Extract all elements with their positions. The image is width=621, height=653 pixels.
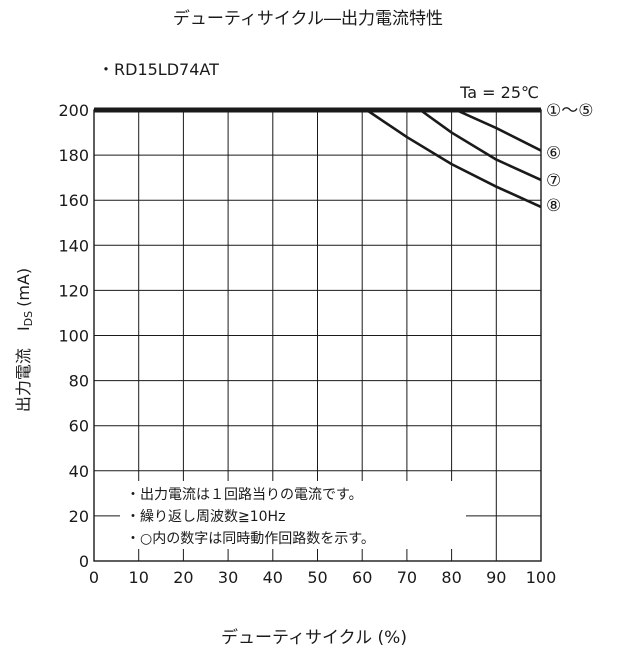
x-tick-label: 90 xyxy=(486,568,506,587)
x-tick-label: 80 xyxy=(441,568,461,587)
x-tick-label: 70 xyxy=(397,568,417,587)
y-axis-label-subscript: DS xyxy=(22,311,35,326)
x-tick-label: 10 xyxy=(129,568,149,587)
series-label: ⑧ xyxy=(546,196,561,216)
svg-text:出力電流 IDS(mA): 出力電流 IDS (mA) xyxy=(14,268,35,412)
condition-label: Ta = 25℃ xyxy=(459,83,539,102)
y-axis-label-symbol: I xyxy=(14,326,33,331)
y-tick-label: 180 xyxy=(58,146,89,165)
y-tick-label: 0 xyxy=(79,552,89,571)
note-3: ・○内の数字は同時動作回路数を示す。 xyxy=(126,531,375,547)
y-tick-label: 120 xyxy=(58,281,89,300)
y-tick-label: 60 xyxy=(69,417,89,436)
x-tick-label: 30 xyxy=(218,568,238,587)
chart-subtitle: ・RD15LD74AT xyxy=(98,60,219,79)
series-label: ⑥ xyxy=(546,144,561,164)
x-tick-label: 50 xyxy=(307,568,327,587)
series-label: ⑦ xyxy=(546,171,561,191)
series-label: ①～⑤ xyxy=(546,101,593,121)
x-tick-label: 0 xyxy=(89,568,99,587)
notes-background xyxy=(120,481,466,549)
series-lines xyxy=(94,107,542,209)
x-tick-labels: 0 10 20 30 40 50 60 70 80 90 100 xyxy=(89,568,556,587)
series-line xyxy=(94,108,542,209)
y-tick-label: 20 xyxy=(69,507,89,526)
y-tick-label: 160 xyxy=(58,191,89,210)
y-tick-label: 80 xyxy=(69,372,89,391)
y-axis-label-gap xyxy=(14,343,33,348)
x-tick-label: 20 xyxy=(173,568,193,587)
y-tick-label: 200 xyxy=(58,101,89,120)
y-tick-label: 40 xyxy=(69,462,89,481)
notes-box: ・出力電流は１回路当りの電流です。 ・繰り返し周波数≧10Hz ・○内の数字は同… xyxy=(120,481,466,549)
y-tick-label: 140 xyxy=(58,236,89,255)
y-tick-labels: 0 20 40 60 80 100 120 140 160 180 200 xyxy=(58,101,89,571)
note-2: ・繰り返し周波数≧10Hz xyxy=(126,509,285,525)
y-axis-label: 出力電流 IDS (mA) xyxy=(14,268,35,412)
x-tick-label: 40 xyxy=(263,568,283,587)
x-axis-label: デューティサイクル (%) xyxy=(221,627,407,648)
chart-title: デューティサイクル―出力電流特性 xyxy=(173,8,443,29)
y-axis-label-name: 出力電流 xyxy=(14,348,33,412)
series-labels: ①～⑤ ⑥ ⑦ ⑧ xyxy=(546,101,593,216)
x-tick-label: 60 xyxy=(352,568,372,587)
y-axis-label-unit: (mA) xyxy=(14,268,33,307)
note-1: ・出力電流は１回路当りの電流です。 xyxy=(126,487,363,503)
y-tick-label: 100 xyxy=(58,327,89,346)
x-tick-label: 100 xyxy=(526,568,557,587)
